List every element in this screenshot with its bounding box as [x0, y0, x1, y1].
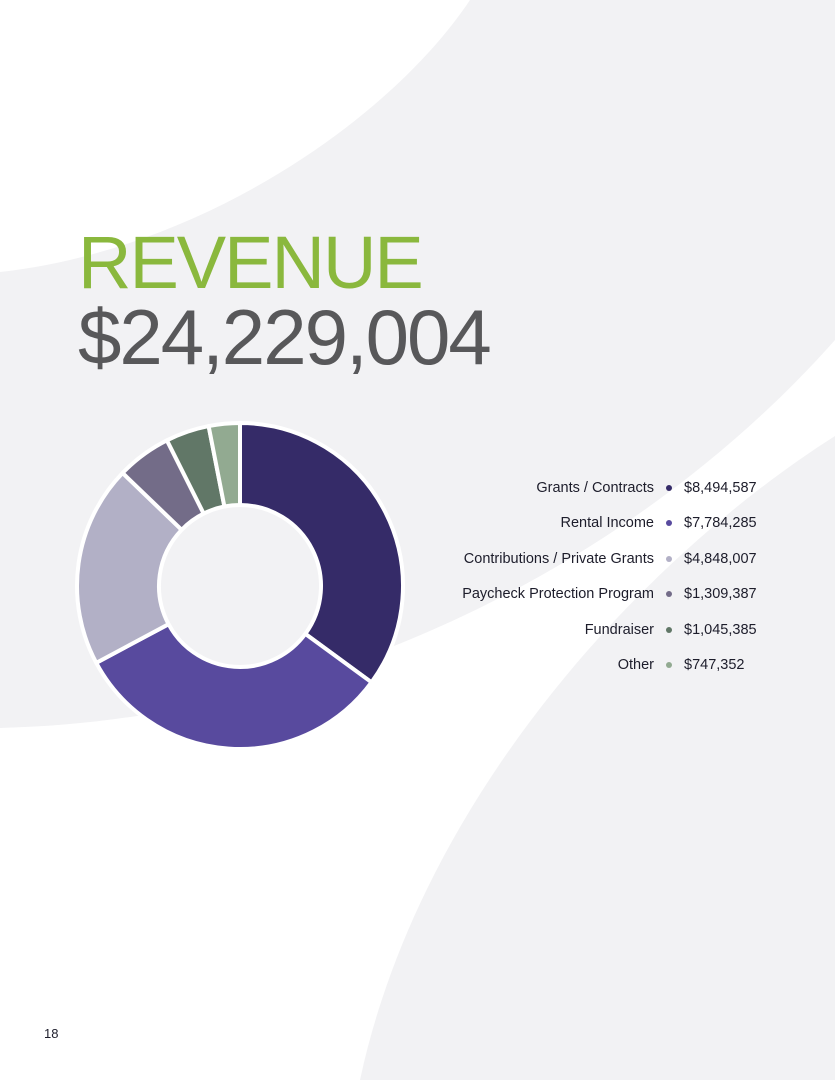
legend-label: Contributions / Private Grants: [463, 550, 654, 567]
legend-value: $8,494,587: [684, 479, 757, 496]
legend-value: $747,352: [684, 657, 745, 674]
legend-label: Paycheck Protection Program: [462, 586, 654, 603]
revenue-total: $24,229,004: [78, 293, 492, 381]
legend-swatch: [666, 662, 672, 669]
legend-swatch: [666, 520, 672, 527]
legend-item: Fundraiser $1,045,385: [430, 612, 830, 648]
legend-swatch: [666, 555, 672, 562]
legend-value: $1,045,385: [684, 621, 757, 638]
legend-swatch: [666, 626, 672, 633]
page-number: 18: [44, 1026, 59, 1041]
legend-item: Other $747,352: [430, 648, 830, 684]
legend-label: Other: [617, 657, 654, 674]
donut-slice-rental-income: [94, 622, 374, 751]
donut-slice-grants-contracts: [238, 421, 405, 685]
legend-value: $4,848,007: [684, 550, 757, 567]
revenue-donut-chart: [75, 421, 405, 751]
legend-swatch: [666, 484, 672, 491]
legend-item: Grants / Contracts $8,494,587: [430, 470, 830, 506]
page-title: REVENUE: [78, 221, 424, 304]
legend-label: Grants / Contracts: [536, 479, 654, 496]
legend-swatch: [666, 591, 672, 598]
legend-item: Paycheck Protection Program $1,309,387: [430, 577, 830, 613]
legend-value: $7,784,285: [684, 515, 757, 532]
legend-item: Contributions / Private Grants $4,848,007: [430, 541, 830, 577]
donut-slice-contributions-private-grants: [75, 470, 184, 665]
legend-item: Rental Income $7,784,285: [430, 506, 830, 542]
legend-label: Rental Income: [560, 515, 655, 532]
legend-value: $1,309,387: [684, 586, 757, 603]
donut-slice-other: [206, 421, 242, 509]
chart-legend: Grants / Contracts $8,494,587 Rental Incom…: [430, 470, 830, 683]
legend-label: Fundraiser: [584, 621, 654, 638]
